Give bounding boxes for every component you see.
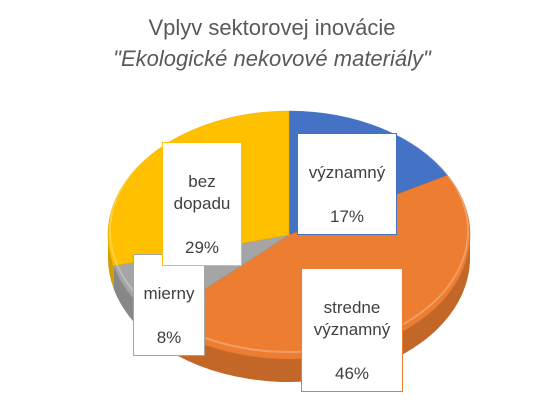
slice-label-bez-dopadu: bez dopadu 29% [162,142,242,266]
slice-label-mierny-value: 8% [156,328,182,347]
pie-side-bez-dopadu [108,235,114,289]
slice-label-vyznamny: významný 17% [297,133,397,235]
slice-label-stredne-vyznamny: stredne významný 46% [301,268,403,392]
slice-label-vyznamny-value: 17% [329,207,365,226]
slice-label-bez-dopadu-name: bez dopadu [173,172,231,213]
slice-label-vyznamny-name: významný [308,163,386,182]
slice-label-mierny: mierny 8% [133,254,205,356]
slice-label-mierny-name: mierny [143,284,195,303]
chart-title: Vplyv sektorovej inovácie [148,15,396,40]
slice-label-stredne-vyznamny-name: stredne významný [313,298,391,339]
chart-subtitle: "Ekologické nekovové materiály" [113,46,431,71]
pie-highlight [109,109,469,353]
slice-label-stredne-vyznamny-value: 46% [334,364,370,383]
slice-label-bez-dopadu-value: 29% [184,238,220,257]
